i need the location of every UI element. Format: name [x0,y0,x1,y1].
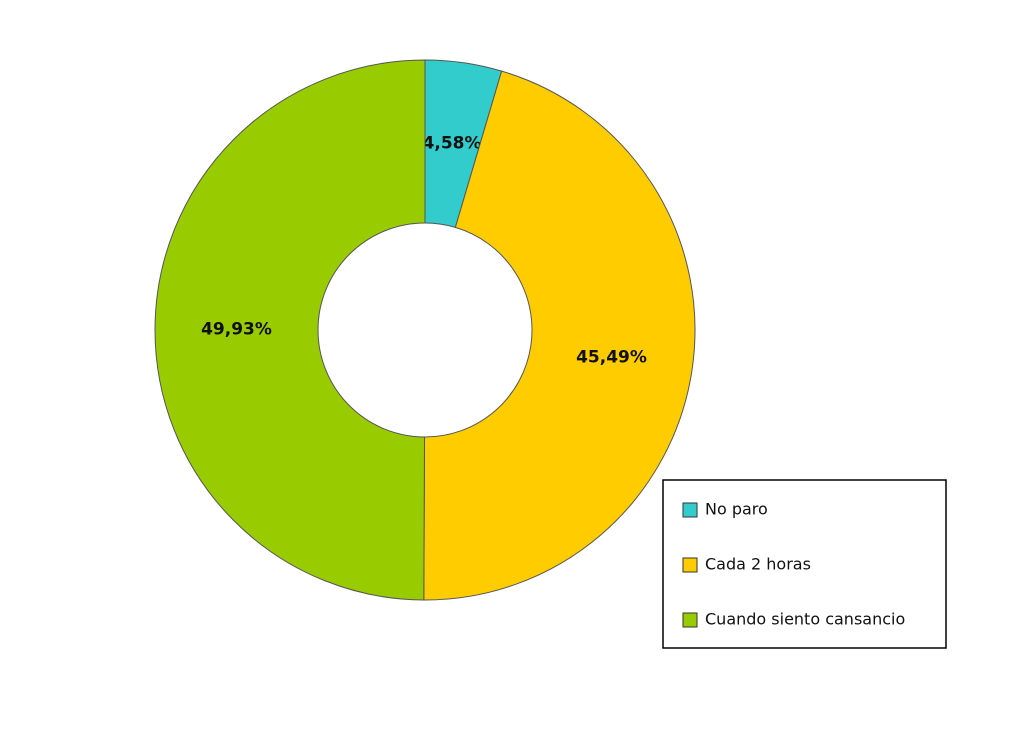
legend-label: No paro [705,500,768,519]
donut-slice [423,70,696,601]
legend-box [662,479,947,649]
legend-label: Cada 2 horas [705,555,811,574]
legend-swatch [682,612,698,628]
legend-label: Cuando siento cansancio [705,610,905,629]
value-label: 49,93% [201,320,272,340]
legend-swatch [682,557,698,573]
donut-slice [154,59,426,601]
legend-swatch [682,502,698,518]
value-label: 4,58% [423,133,482,153]
value-label: 45,49% [576,347,647,367]
